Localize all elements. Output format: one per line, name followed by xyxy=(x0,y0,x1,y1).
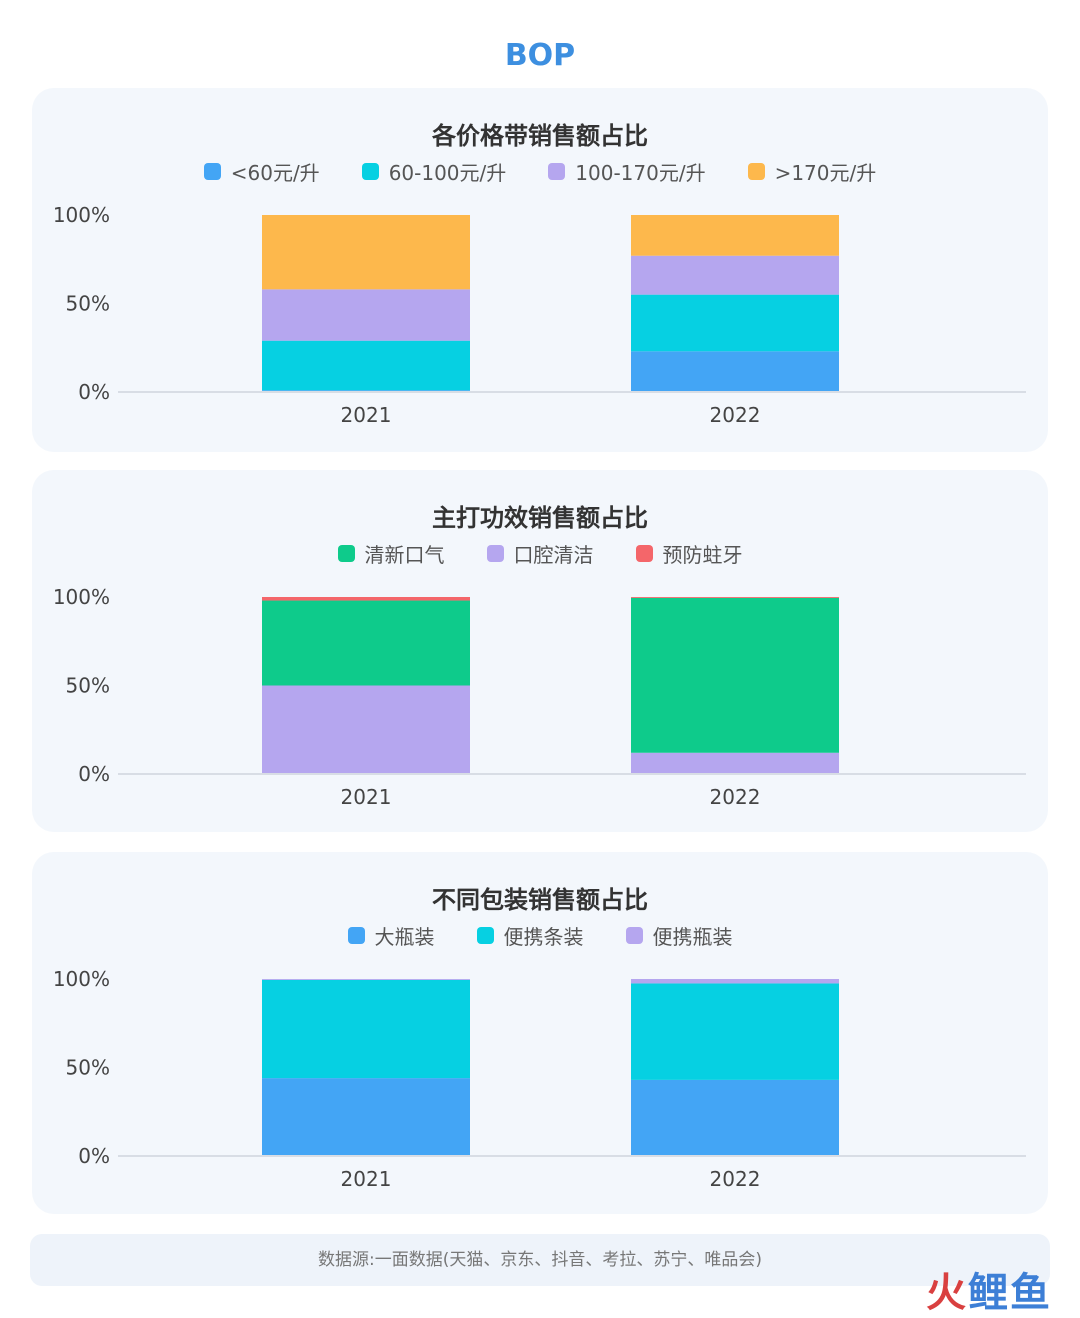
legend-swatch xyxy=(635,544,653,562)
y-tick-label: 100% xyxy=(53,585,110,609)
chart-legend: <60元/升 60-100元/升 100-170元/升 >170元/升 xyxy=(32,158,1048,185)
legend-swatch xyxy=(747,162,765,180)
logo-char: 鱼 xyxy=(1010,1270,1052,1316)
legend-label: 口腔清洁 xyxy=(513,542,594,567)
x-tick-label: 2022 xyxy=(710,785,761,809)
legend-item: <60元/升 xyxy=(203,158,320,185)
legend-label: <60元/升 xyxy=(230,160,320,185)
page-title: BOP xyxy=(504,38,576,73)
legend-item: 60-100元/升 xyxy=(361,158,507,185)
legend-swatch xyxy=(361,162,379,180)
chart-title: 不同包装销售额占比 xyxy=(432,886,648,914)
bar-segment xyxy=(631,597,839,753)
y-tick-label: 100% xyxy=(53,967,110,991)
bar-segment xyxy=(631,351,839,392)
bar-segment xyxy=(631,1079,839,1156)
y-tick-label: 0% xyxy=(78,762,110,786)
chart-panel-efficacy: 主打功效销售额占比 清新口气 口腔清洁 预防蛀牙 100% 50% 0% 2021 20… xyxy=(32,470,1048,832)
y-tick-label: 0% xyxy=(78,380,110,404)
legend-swatch xyxy=(625,926,643,944)
legend-item: 便携条装 xyxy=(476,922,584,949)
bar-segment xyxy=(262,215,470,290)
bar-segment xyxy=(262,597,470,601)
legend-label: 大瓶装 xyxy=(374,924,435,949)
bar-segment xyxy=(262,979,470,1079)
logo-char: 火 xyxy=(926,1270,968,1316)
legend-item: 口腔清洁 xyxy=(486,540,594,567)
chart-legend: 清新口气 口腔清洁 预防蛀牙 xyxy=(32,540,1048,567)
y-tick-label: 50% xyxy=(66,674,110,698)
y-tick-label: 100% xyxy=(53,203,110,227)
legend-label: 便携条装 xyxy=(503,924,584,949)
bar-segment xyxy=(262,289,470,341)
bar-segment xyxy=(631,597,839,598)
bar-segment xyxy=(262,600,470,686)
chart-panel-price-band: 各价格带销售额占比 <60元/升 60-100元/升 100-170元/升 >1… xyxy=(32,88,1048,452)
bar-segment xyxy=(262,340,470,391)
legend-label: 60-100元/升 xyxy=(388,160,507,185)
data-source-note: 数据源:一面数据(天猫、京东、抖音、考拉、苏宁、唯品会) xyxy=(30,1234,1050,1286)
legend-label: 便携瓶装 xyxy=(652,924,733,949)
chart-title: 各价格带销售额占比 xyxy=(432,122,648,150)
legend-item: >170元/升 xyxy=(747,158,877,185)
brand-logo: 火鲤鱼 xyxy=(926,1260,1052,1318)
legend-swatch xyxy=(337,544,355,562)
chart-panel-packaging: 不同包装销售额占比 大瓶装 便携条装 便携瓶装 100% 50% 0% 2021 202… xyxy=(32,852,1048,1214)
legend-swatch xyxy=(486,544,504,562)
legend-item: 大瓶装 xyxy=(347,922,435,949)
x-tick-label: 2022 xyxy=(710,403,761,427)
x-tick-label: 2022 xyxy=(710,1167,761,1191)
chart-legend: 大瓶装 便携条装 便携瓶装 xyxy=(32,922,1048,949)
stacked-bar-chart: 100% 50% 0% 2021 2022 xyxy=(53,203,1026,427)
legend-label: >170元/升 xyxy=(774,160,877,185)
chart-title: 主打功效销售额占比 xyxy=(432,504,648,532)
bar-segment xyxy=(262,1078,470,1156)
legend-swatch xyxy=(548,162,566,180)
legend-swatch xyxy=(476,926,494,944)
bar-segment xyxy=(262,979,470,980)
bar-segment xyxy=(631,215,839,256)
bar-segment xyxy=(631,255,839,295)
stacked-bar-chart: 100% 50% 0% 2021 2022 xyxy=(53,967,1026,1191)
legend-item: 预防蛀牙 xyxy=(635,540,743,567)
bar-segment xyxy=(631,979,839,984)
x-tick-label: 2021 xyxy=(341,785,392,809)
legend-label: 清新口气 xyxy=(364,542,445,567)
bar-segment xyxy=(631,983,839,1080)
x-tick-label: 2021 xyxy=(341,1167,392,1191)
legend-swatch xyxy=(203,162,221,180)
y-tick-label: 0% xyxy=(78,1144,110,1168)
legend-swatch xyxy=(347,926,365,944)
legend-item: 100-170元/升 xyxy=(548,158,706,185)
y-tick-label: 50% xyxy=(66,1056,110,1080)
y-tick-label: 50% xyxy=(66,292,110,316)
bar-segment xyxy=(631,294,839,352)
legend-label: 100-170元/升 xyxy=(575,160,706,185)
legend-item: 清新口气 xyxy=(337,540,445,567)
logo-char: 鲤 xyxy=(968,1270,1010,1316)
stacked-bar-chart: 100% 50% 0% 2021 2022 xyxy=(53,585,1026,809)
legend-label: 预防蛀牙 xyxy=(662,542,743,567)
bar-segment xyxy=(262,685,470,774)
bar-segment xyxy=(631,752,839,774)
x-tick-label: 2021 xyxy=(341,403,392,427)
legend-item: 便携瓶装 xyxy=(625,922,733,949)
